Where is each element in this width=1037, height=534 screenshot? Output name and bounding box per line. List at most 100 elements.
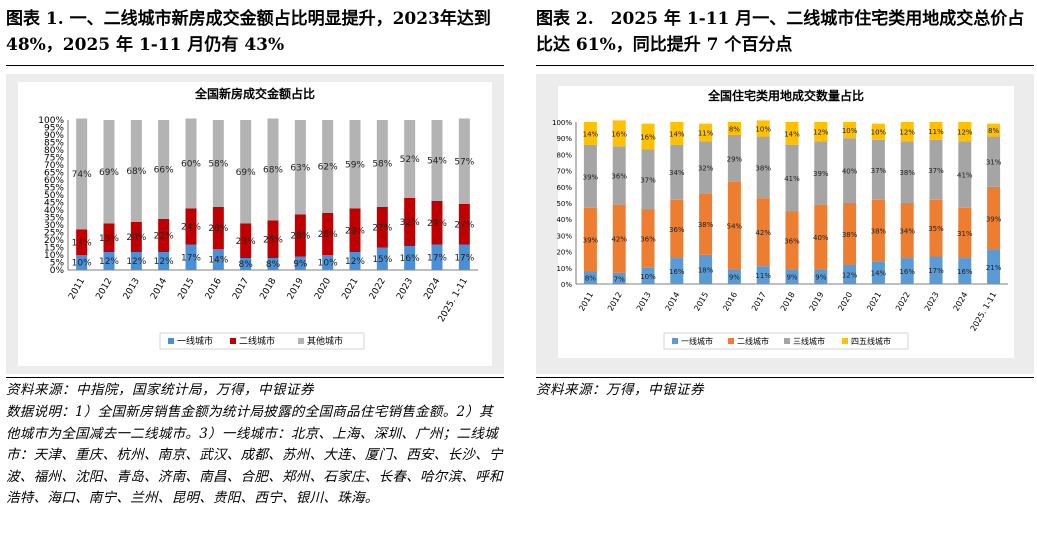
data-label: 36% (784, 237, 800, 245)
data-label: 29% (727, 155, 743, 163)
bar-segment (756, 198, 770, 267)
bar-segment (814, 204, 828, 270)
data-label: 37% (640, 177, 656, 185)
figure-1-notes: 数据说明：1）全国新房销售金额为统计局披露的全国商品住宅销售金额。2）其他城市为… (6, 402, 504, 510)
bar-segment (76, 229, 88, 255)
data-label: 11% (698, 130, 714, 138)
data-label: 68% (126, 167, 146, 177)
data-label: 16% (400, 254, 420, 264)
data-label: 12% (345, 257, 365, 267)
bar-segment (670, 258, 684, 284)
data-label: 14% (871, 270, 887, 278)
bar-segment (267, 118, 279, 221)
legend-label: 其他城市 (307, 335, 343, 347)
legend-label: 一线城市 (177, 335, 213, 347)
bar-segment (612, 120, 626, 147)
data-label: 69% (99, 168, 119, 178)
bar-segment (641, 123, 655, 150)
figure-2-title: 图表 2. 2025 年 1-11 月一、二线城市住宅类用地成交总价占比达 61… (536, 9, 1025, 55)
bar-segment (929, 256, 943, 284)
bar-segment (458, 118, 470, 204)
legend-swatch (784, 338, 790, 344)
bar-segment (376, 120, 388, 207)
data-label: 36% (611, 172, 627, 180)
bar-segment (958, 122, 972, 142)
y-tick-label: 80% (44, 146, 64, 156)
bar-segment (240, 258, 252, 270)
legend-label: 三线城市 (793, 336, 825, 346)
figure-1-source: 资料来源：中指院，国家统计局，万得，中银证券 (6, 382, 314, 398)
data-label: 39% (583, 236, 599, 244)
bar-segment (322, 255, 334, 270)
y-tick-label: 95% (44, 124, 64, 134)
y-tick-label: 15% (44, 244, 64, 254)
bar-segment (612, 204, 626, 273)
y-tick-label: 55% (44, 184, 64, 194)
data-label: 63% (290, 163, 310, 173)
bar-segment (158, 252, 170, 270)
y-tick-label: 90% (556, 135, 572, 143)
chart-title: 全国住宅类用地成交数量占比 (707, 88, 864, 103)
bar-segment (583, 207, 597, 272)
data-label: 12% (842, 271, 858, 279)
bar-segment (641, 267, 655, 284)
data-label: 16% (611, 130, 627, 138)
data-label: 38% (698, 221, 714, 229)
legend-label: 一线城市 (681, 336, 713, 346)
bar-segment (756, 136, 770, 199)
bar-segment (158, 120, 170, 219)
data-label: 40% (813, 234, 829, 242)
y-tick-label: 100% (38, 116, 64, 126)
data-label: 34% (899, 228, 915, 236)
title-rule (536, 65, 1034, 66)
data-label: 7% (614, 275, 625, 283)
data-label: 16% (899, 268, 915, 276)
data-label: 38% (899, 169, 915, 177)
y-tick-label: 0% (50, 266, 65, 276)
legend-swatch (842, 338, 848, 344)
bar-segment (267, 258, 279, 270)
data-label: 14% (583, 130, 599, 138)
data-label: 31% (986, 159, 1002, 167)
bar-segment (376, 207, 388, 248)
bar-segment (900, 258, 914, 284)
data-label: 14% (669, 130, 685, 138)
bar-segment (130, 120, 142, 222)
data-label: 37% (871, 167, 887, 175)
bar-segment (727, 269, 741, 284)
legend-label: 四五线城市 (851, 336, 891, 346)
data-label: 28% (208, 224, 228, 234)
bar-segment (130, 222, 142, 252)
bar-segment (404, 246, 416, 270)
data-label: 35% (928, 225, 944, 233)
chart-title: 全国新房成交金额占比 (194, 86, 315, 101)
data-label: 14% (784, 130, 800, 138)
data-label: 62% (318, 163, 338, 173)
y-tick-label: 45% (44, 199, 64, 209)
data-label: 60% (181, 160, 201, 170)
plot-background (18, 82, 492, 366)
figure-1-title: 图表 1. 一、二线城市新房成交金额占比明显提升，2023年达到 48%，202… (6, 9, 491, 55)
bar-segment (322, 120, 334, 213)
figure-2-source: 资料来源：万得，中银证券 (536, 382, 704, 398)
bar-segment (158, 219, 170, 252)
data-label: 27% (372, 223, 392, 233)
legend-label: 二线城市 (239, 335, 275, 347)
bar-segment (900, 122, 914, 142)
bar-segment (699, 123, 713, 142)
bar-segment (185, 118, 197, 209)
y-tick-label: 70% (556, 168, 572, 176)
y-tick-label: 40% (556, 216, 572, 224)
data-label: 8% (988, 127, 999, 135)
data-label: 42% (611, 236, 627, 244)
data-label: 39% (986, 215, 1002, 223)
bar-segment (240, 120, 252, 224)
data-label: 15% (372, 255, 392, 265)
bar-segment (785, 269, 799, 284)
data-label: 9% (729, 274, 740, 282)
bar-segment (76, 118, 88, 230)
data-label: 39% (813, 170, 829, 178)
source-rule (536, 377, 1034, 378)
data-label: 17% (72, 238, 92, 248)
bar-segment (958, 258, 972, 284)
